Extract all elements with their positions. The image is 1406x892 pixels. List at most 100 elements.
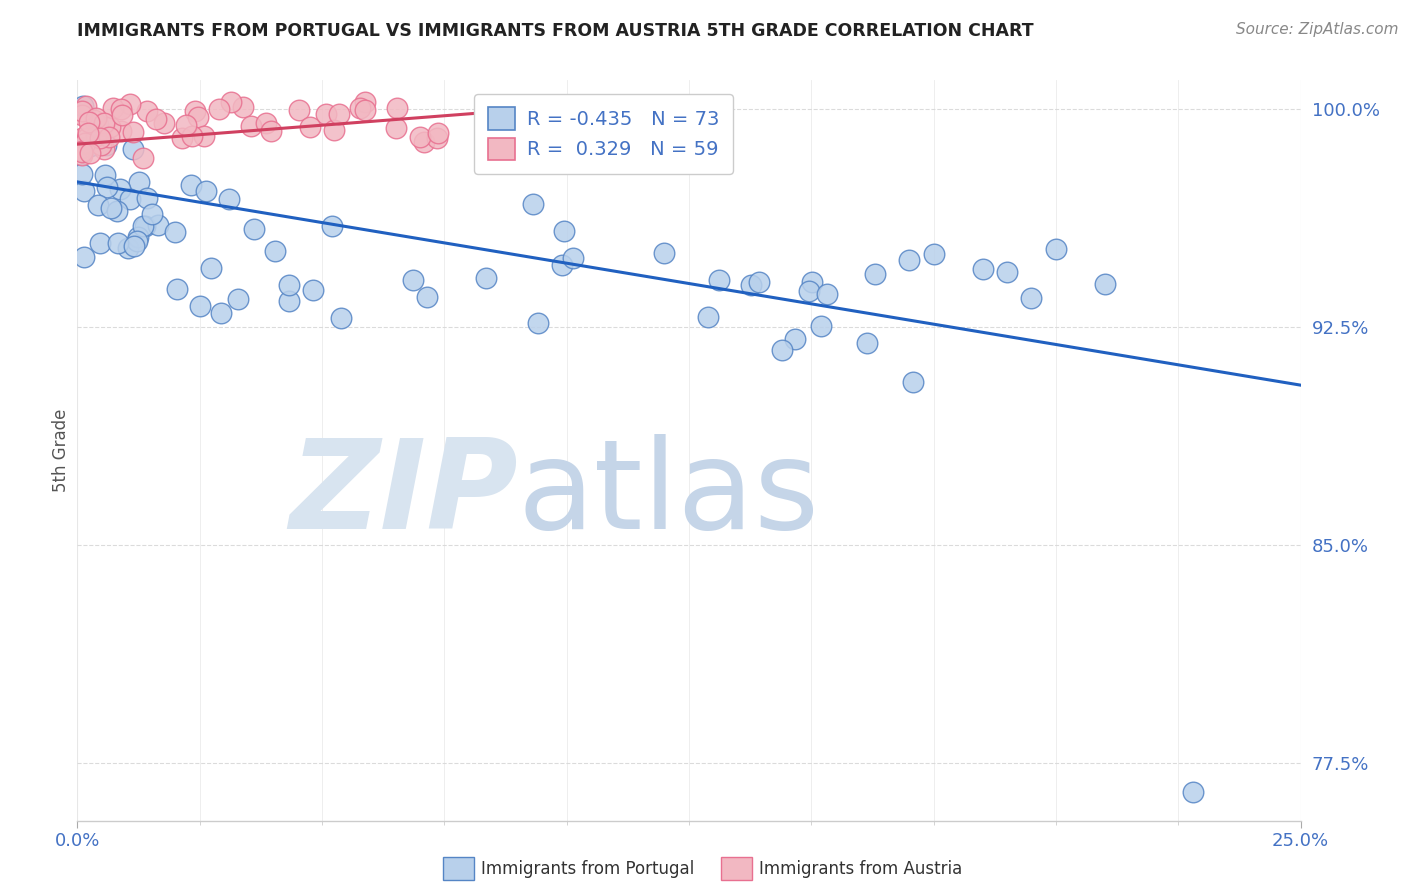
Point xyxy=(298,120,321,134)
Point xyxy=(166,282,188,296)
Point xyxy=(174,118,197,132)
Point xyxy=(321,219,343,233)
Point xyxy=(551,259,574,273)
Point xyxy=(70,145,93,160)
Point xyxy=(810,318,832,333)
Point xyxy=(86,129,108,144)
Point xyxy=(288,103,311,118)
Point xyxy=(70,131,93,145)
Point xyxy=(73,184,96,198)
Point xyxy=(349,101,371,115)
Point xyxy=(117,241,139,255)
Point xyxy=(93,142,115,156)
Point xyxy=(83,112,105,127)
Point xyxy=(79,139,101,153)
Point xyxy=(94,168,117,182)
Legend: R = -0.435   N = 73, R =  0.329   N = 59: R = -0.435 N = 73, R = 0.329 N = 59 xyxy=(474,94,733,174)
Point xyxy=(76,131,98,145)
Point xyxy=(385,120,408,135)
Point xyxy=(748,275,770,289)
Point xyxy=(72,99,94,113)
Point xyxy=(1045,242,1067,256)
Point xyxy=(243,221,266,235)
Point xyxy=(232,100,254,114)
Point xyxy=(73,250,96,264)
Point xyxy=(412,135,434,149)
Point xyxy=(120,192,142,206)
Point xyxy=(184,103,207,118)
Text: Immigrants from Austria: Immigrants from Austria xyxy=(759,860,963,878)
Point xyxy=(188,299,211,313)
Point xyxy=(75,99,97,113)
Point xyxy=(193,129,215,144)
Point xyxy=(402,273,425,287)
Point xyxy=(562,251,585,265)
Point xyxy=(856,335,879,350)
Point xyxy=(815,287,838,301)
Point xyxy=(409,130,432,145)
Point xyxy=(87,118,110,132)
Point xyxy=(260,124,283,138)
Point xyxy=(111,107,134,121)
Point xyxy=(110,102,132,116)
Point xyxy=(170,131,193,145)
Point xyxy=(553,224,575,238)
Point xyxy=(70,103,93,118)
Point xyxy=(995,265,1018,279)
Point xyxy=(254,116,277,130)
Point xyxy=(136,191,159,205)
Point xyxy=(654,246,676,260)
Point xyxy=(328,107,350,121)
Point xyxy=(76,126,98,140)
Point xyxy=(522,197,544,211)
Y-axis label: 5th Grade: 5th Grade xyxy=(52,409,70,492)
Point xyxy=(146,218,169,232)
Point xyxy=(70,141,93,155)
Point xyxy=(128,175,150,189)
Point xyxy=(219,95,242,110)
Point xyxy=(323,122,346,136)
Point xyxy=(209,306,232,320)
Point xyxy=(972,262,994,277)
Point xyxy=(785,332,807,346)
Point xyxy=(121,125,143,139)
Point xyxy=(797,284,820,298)
Point xyxy=(1021,291,1043,305)
Point xyxy=(903,375,925,389)
Point xyxy=(240,119,263,133)
Point xyxy=(800,275,823,289)
Text: Source: ZipAtlas.com: Source: ZipAtlas.com xyxy=(1236,22,1399,37)
Point xyxy=(125,234,148,248)
Point xyxy=(77,115,100,129)
Point xyxy=(770,343,793,357)
Point xyxy=(426,131,449,145)
Point xyxy=(145,112,167,126)
Point xyxy=(153,116,176,130)
Point xyxy=(330,311,353,326)
Point xyxy=(96,179,118,194)
Point xyxy=(385,101,408,115)
Point xyxy=(740,278,762,293)
Point xyxy=(141,207,163,221)
Point xyxy=(98,120,121,134)
Point xyxy=(93,116,115,130)
Point xyxy=(110,124,132,138)
Point xyxy=(226,292,249,306)
Point xyxy=(89,235,111,250)
Point xyxy=(277,278,299,293)
Point xyxy=(108,181,131,195)
Point xyxy=(195,184,218,198)
Point xyxy=(1181,784,1204,798)
Point xyxy=(107,204,129,219)
Point xyxy=(70,141,93,155)
Point xyxy=(180,178,202,192)
Point xyxy=(89,130,111,145)
Text: IMMIGRANTS FROM PORTUGAL VS IMMIGRANTS FROM AUSTRIA 5TH GRADE CORRELATION CHART: IMMIGRANTS FROM PORTUGAL VS IMMIGRANTS F… xyxy=(77,22,1033,40)
Point xyxy=(122,142,145,156)
Point xyxy=(94,138,117,153)
Point xyxy=(354,95,377,109)
Point xyxy=(100,201,122,215)
Point xyxy=(124,238,146,252)
Point xyxy=(86,198,108,212)
Point xyxy=(709,273,731,287)
